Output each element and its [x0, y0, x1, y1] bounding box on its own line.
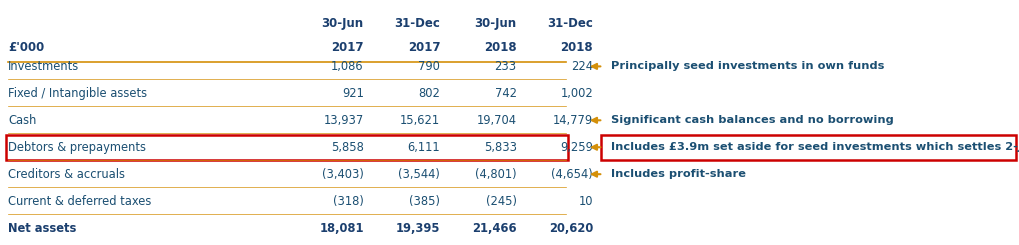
Text: (4,654): (4,654) [551, 168, 593, 181]
Text: Current & deferred taxes: Current & deferred taxes [8, 195, 152, 208]
Text: 21,466: 21,466 [472, 221, 517, 235]
Text: 1,086: 1,086 [331, 60, 364, 73]
Text: 20,620: 20,620 [549, 221, 593, 235]
Text: £'000: £'000 [8, 41, 45, 54]
Text: (4,801): (4,801) [475, 168, 517, 181]
Text: 19,395: 19,395 [395, 221, 440, 235]
Text: 921: 921 [342, 87, 364, 100]
Text: Principally seed investments in own funds: Principally seed investments in own fund… [611, 61, 884, 71]
Text: 10: 10 [579, 195, 593, 208]
Text: 18,081: 18,081 [319, 221, 364, 235]
Text: 30-Jun: 30-Jun [475, 17, 517, 30]
Text: (245): (245) [486, 195, 517, 208]
Text: 1,002: 1,002 [560, 87, 593, 100]
Text: Cash: Cash [8, 114, 37, 127]
Text: 5,833: 5,833 [484, 141, 517, 154]
Text: 30-Jun: 30-Jun [322, 17, 364, 30]
Text: Includes profit-share: Includes profit-share [611, 169, 746, 179]
Text: 15,621: 15,621 [400, 114, 440, 127]
Text: Fixed / Intangible assets: Fixed / Intangible assets [8, 87, 148, 100]
Text: 9,259: 9,259 [560, 141, 593, 154]
Text: 790: 790 [419, 60, 440, 73]
Text: Investments: Investments [8, 60, 79, 73]
Text: (318): (318) [333, 195, 364, 208]
Text: 5,858: 5,858 [331, 141, 364, 154]
Text: Significant cash balances and no borrowing: Significant cash balances and no borrowi… [611, 115, 894, 125]
Text: 802: 802 [419, 87, 440, 100]
Text: (3,403): (3,403) [322, 168, 364, 181]
Text: 2018: 2018 [560, 41, 593, 54]
Text: Debtors & prepayments: Debtors & prepayments [8, 141, 146, 154]
Text: Net assets: Net assets [8, 221, 76, 235]
Text: 224: 224 [571, 60, 593, 73]
Text: (385): (385) [410, 195, 440, 208]
Text: 233: 233 [494, 60, 517, 73]
Bar [601, 135, 1016, 160]
Bar [6, 135, 568, 160]
Text: (3,544): (3,544) [398, 168, 440, 181]
Text: Creditors & accruals: Creditors & accruals [8, 168, 125, 181]
Text: 14,779: 14,779 [553, 114, 593, 127]
Text: 31-Dec: 31-Dec [394, 17, 440, 30]
Text: 31-Dec: 31-Dec [547, 17, 593, 30]
Text: 2017: 2017 [408, 41, 440, 54]
Text: 2018: 2018 [484, 41, 517, 54]
Text: 6,111: 6,111 [408, 141, 440, 154]
Text: Includes £3.9m set aside for seed investments which settles 2-Jan-19: Includes £3.9m set aside for seed invest… [611, 142, 1019, 152]
Text: 13,937: 13,937 [324, 114, 364, 127]
Text: 19,704: 19,704 [477, 114, 517, 127]
Text: 2017: 2017 [331, 41, 364, 54]
Text: 742: 742 [494, 87, 517, 100]
